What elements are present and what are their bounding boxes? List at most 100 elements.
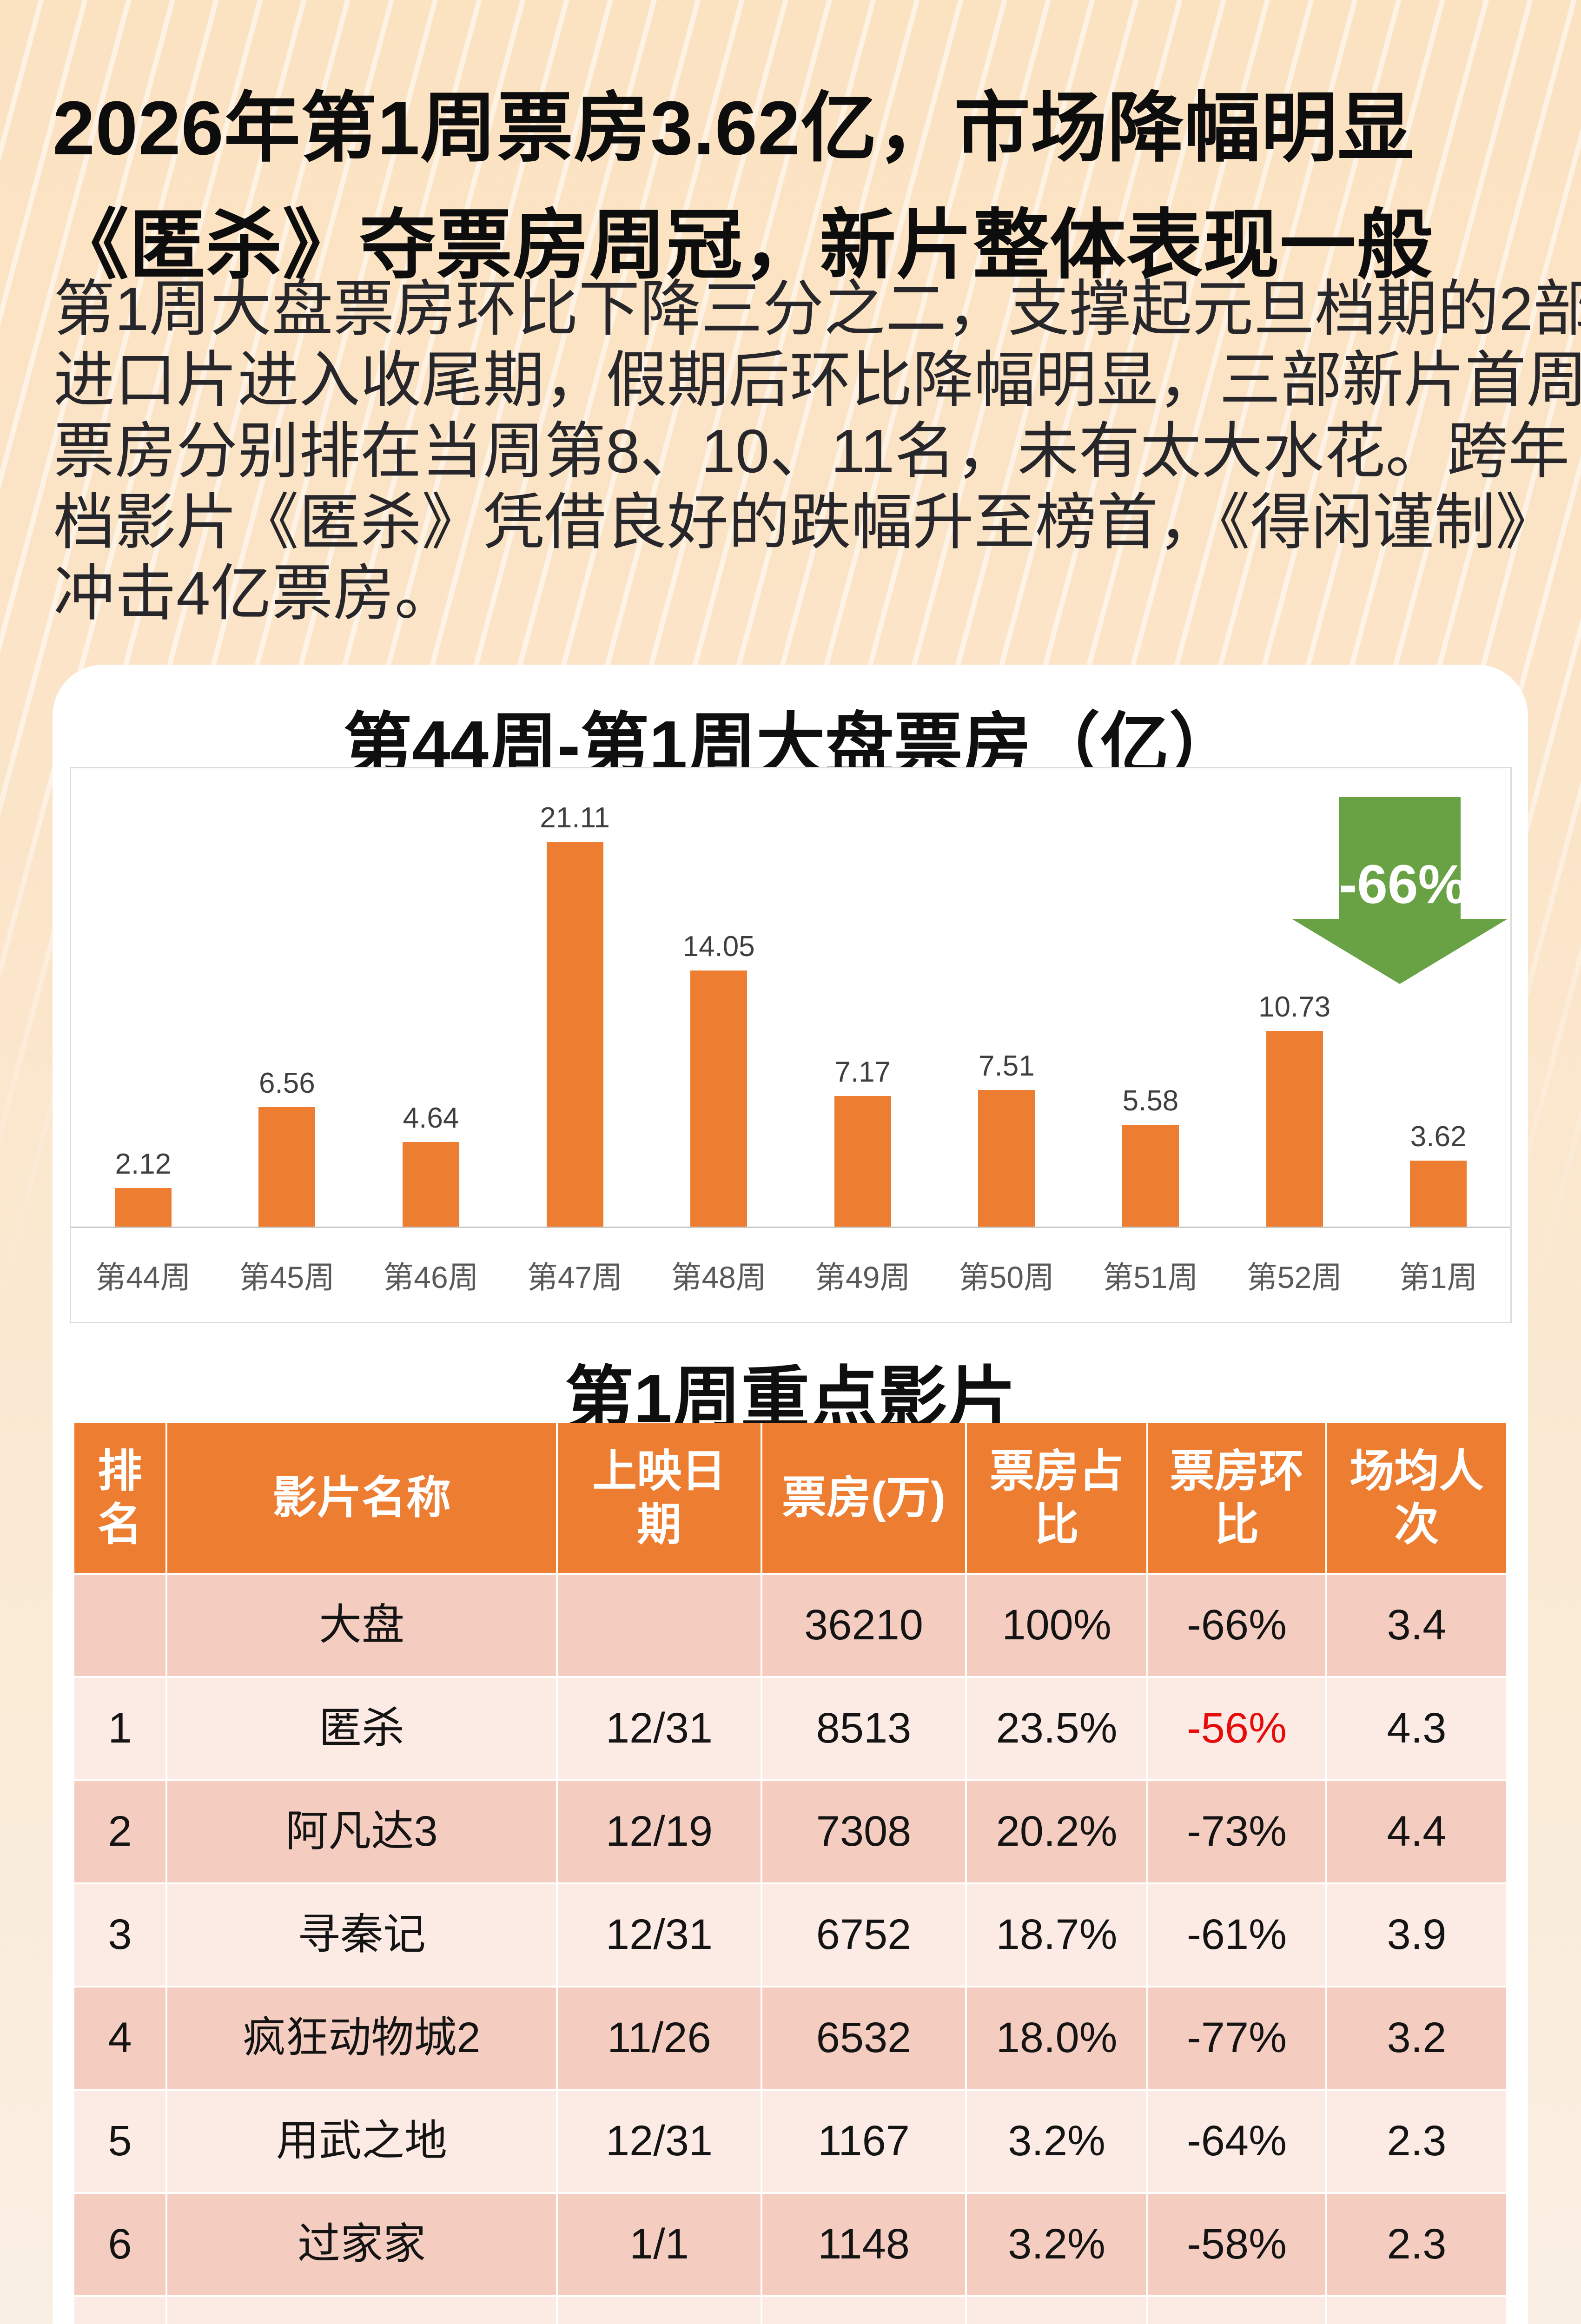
cell-wow: -56%	[1148, 1676, 1327, 1779]
page-title: 2026年第1周票房3.62亿，市场降幅明显 《匿杀》夺票房周冠，新片整体表现一…	[53, 70, 1529, 304]
cell-box: 1148	[762, 2192, 967, 2295]
cell-box: 860	[762, 2295, 967, 2324]
cell-avg: 2.3	[1327, 2192, 1506, 2295]
cell-name: 得闲谨制	[167, 2295, 558, 2324]
bar-value-label: 14.05	[682, 931, 755, 963]
cell-rank: 2	[74, 1779, 167, 1882]
x-axis-tick-label: 第49周	[815, 1260, 911, 1294]
cell-share: 23.5%	[967, 1676, 1148, 1779]
cell-name: 疯狂动物城2	[167, 1986, 558, 2089]
table-row: 2 阿凡达3 12/19 7308 20.2% -73% 4.4	[74, 1779, 1506, 1882]
cell-share: 2.4%	[967, 2295, 1148, 2324]
x-axis-tick-label: 第44周	[95, 1260, 191, 1294]
table-row: 5 用武之地 12/31 1167 3.2% -64% 2.3	[74, 2089, 1506, 2192]
cell-wow: -73%	[1148, 1779, 1327, 1882]
key-films-table: 排名 影片名称 上映日期 票房(万) 票房占比 票房环比 场均人次 大盘 36210 100% -6…	[74, 1423, 1506, 2324]
bars-area: 2.12 6.56 4.64 21.11 14.05 7.17 7.51 5.58 10.73 3…	[71, 768, 1510, 1228]
x-axis-tick-label: 第46周	[383, 1260, 479, 1294]
cell-date: 12/19	[558, 1779, 762, 1882]
bar	[546, 842, 603, 1227]
cell-date: 12/6	[558, 2295, 762, 2324]
cell-date: 11/26	[558, 1986, 762, 2089]
decline-percentage-label: -66%	[1339, 854, 1467, 915]
cell-avg: 3.4	[1327, 1573, 1506, 1676]
decline-arrow-badge: -66%	[1339, 797, 1467, 919]
cell-share: 3.2%	[967, 2089, 1148, 2192]
cell-date	[558, 1573, 762, 1676]
intro-paragraph: 第1周大盘票房环比下降三分之二，支撑起元旦档期的2部 进口片进入收尾期，假期后环…	[53, 273, 1581, 629]
bar-slot: 2.12	[71, 768, 215, 1227]
intro-line: 冲击4亿票房。	[53, 559, 456, 627]
cell-avg: 2.3	[1327, 2089, 1506, 2192]
cell-rank: 5	[74, 2089, 167, 2192]
table-row: 大盘 36210 100% -66% 3.4	[74, 1573, 1506, 1676]
bar	[834, 1096, 891, 1227]
x-axis-labels: 第44周 第45周 第46周 第47周 第48周 第49周 第50周 第51周 第52周 第1周	[71, 1228, 1510, 1322]
cell-date: 12/31	[558, 2089, 762, 2192]
x-axis-tick-label: 第45周	[239, 1260, 335, 1294]
bar	[690, 971, 748, 1227]
cell-share: 20.2%	[967, 1779, 1148, 1882]
intro-line: 档影片《匿杀》凭借良好的跌幅升至榜首，《得闲谨制》	[53, 488, 1557, 556]
cell-box: 7308	[762, 1779, 967, 1882]
table-row: 3 寻秦记 12/31 6752 18.7% -61% 3.9	[74, 1882, 1506, 1986]
cell-box: 6752	[762, 1882, 967, 1986]
cell-rank: 4	[74, 1986, 167, 2089]
cell-box: 1167	[762, 2089, 967, 2192]
bar-slot: 3.62	[1366, 768, 1510, 1227]
x-axis-tick-label: 第48周	[671, 1260, 767, 1294]
cell-name: 阿凡达3	[167, 1779, 558, 1882]
table-header-cell: 排名	[74, 1423, 167, 1573]
bar-slot: 10.73	[1223, 768, 1367, 1227]
bar-slot: 6.56	[215, 768, 359, 1227]
cell-rank: 7	[74, 2295, 167, 2324]
cell-avg: 4.3	[1327, 1676, 1506, 1779]
cell-name: 寻秦记	[167, 1882, 558, 1986]
weekly-boxoffice-bar-chart: 2.12 6.56 4.64 21.11 14.05 7.17 7.51 5.58 10.73 3…	[70, 767, 1512, 1323]
bar	[258, 1107, 316, 1227]
down-arrow-icon	[1292, 919, 1508, 984]
cell-name: 匿杀	[167, 1676, 558, 1779]
x-axis-tick-label: 第47周	[527, 1260, 623, 1294]
table-header-cell: 票房环比	[1148, 1423, 1327, 1573]
cell-share: 100%	[967, 1573, 1148, 1676]
bar	[978, 1090, 1035, 1227]
page-title-line-1: 2026年第1周票房3.62亿，市场降幅明显	[53, 86, 1415, 171]
table-row: 7得闲谨制12/68602.4%-28%6.2	[74, 2295, 1506, 2324]
bar-value-label: 7.17	[834, 1056, 891, 1088]
bar-value-label: 7.51	[979, 1050, 1035, 1082]
cell-wow: -61%	[1148, 1882, 1327, 1986]
cell-box: 6532	[762, 1986, 967, 2089]
cell-share: 3.2%	[967, 2192, 1148, 2295]
bar-slot: 7.17	[791, 768, 935, 1227]
table-row: 6 过家家 1/1 1148 3.2% -58% 2.3	[74, 2192, 1506, 2295]
bar-value-label: 5.58	[1122, 1085, 1179, 1117]
cell-box: 36210	[762, 1573, 967, 1676]
bar-value-label: 10.73	[1258, 991, 1331, 1023]
cell-box: 8513	[762, 1676, 967, 1779]
cell-rank: 6	[74, 2192, 167, 2295]
cell-avg: 3.2	[1327, 1986, 1506, 2089]
bar-value-label: 6.56	[259, 1067, 315, 1099]
intro-line: 票房分别排在当周第8、10、11名，未有太大水花。跨年	[53, 417, 1570, 485]
bar-value-label: 3.62	[1410, 1121, 1467, 1153]
x-axis-tick-label: 第1周	[1399, 1260, 1478, 1294]
cell-share: 18.0%	[967, 1986, 1148, 2089]
x-axis-tick-label: 第50周	[959, 1260, 1055, 1294]
cell-name: 过家家	[167, 2192, 558, 2295]
table-header-cell: 票房占比	[967, 1423, 1148, 1573]
bar-value-label: 21.11	[540, 802, 610, 834]
cell-wow: -64%	[1148, 2089, 1327, 2192]
cell-name: 大盘	[167, 1573, 558, 1676]
bar-slot: 14.05	[647, 768, 791, 1227]
cell-wow: -28%	[1148, 2295, 1327, 2324]
table-header-row: 排名 影片名称 上映日期 票房(万) 票房占比 票房环比 场均人次	[74, 1423, 1506, 1573]
cell-wow: -58%	[1148, 2192, 1327, 2295]
cell-wow: -66%	[1148, 1573, 1327, 1676]
cell-date: 12/31	[558, 1882, 762, 1986]
table-header-cell: 影片名称	[167, 1423, 558, 1573]
intro-line: 进口片进入收尾期，假期后环比降幅明显，三部新片首周	[53, 346, 1581, 414]
bar	[1122, 1125, 1179, 1227]
bar-value-label: 4.64	[403, 1102, 459, 1134]
bar-slot: 4.64	[359, 768, 503, 1227]
